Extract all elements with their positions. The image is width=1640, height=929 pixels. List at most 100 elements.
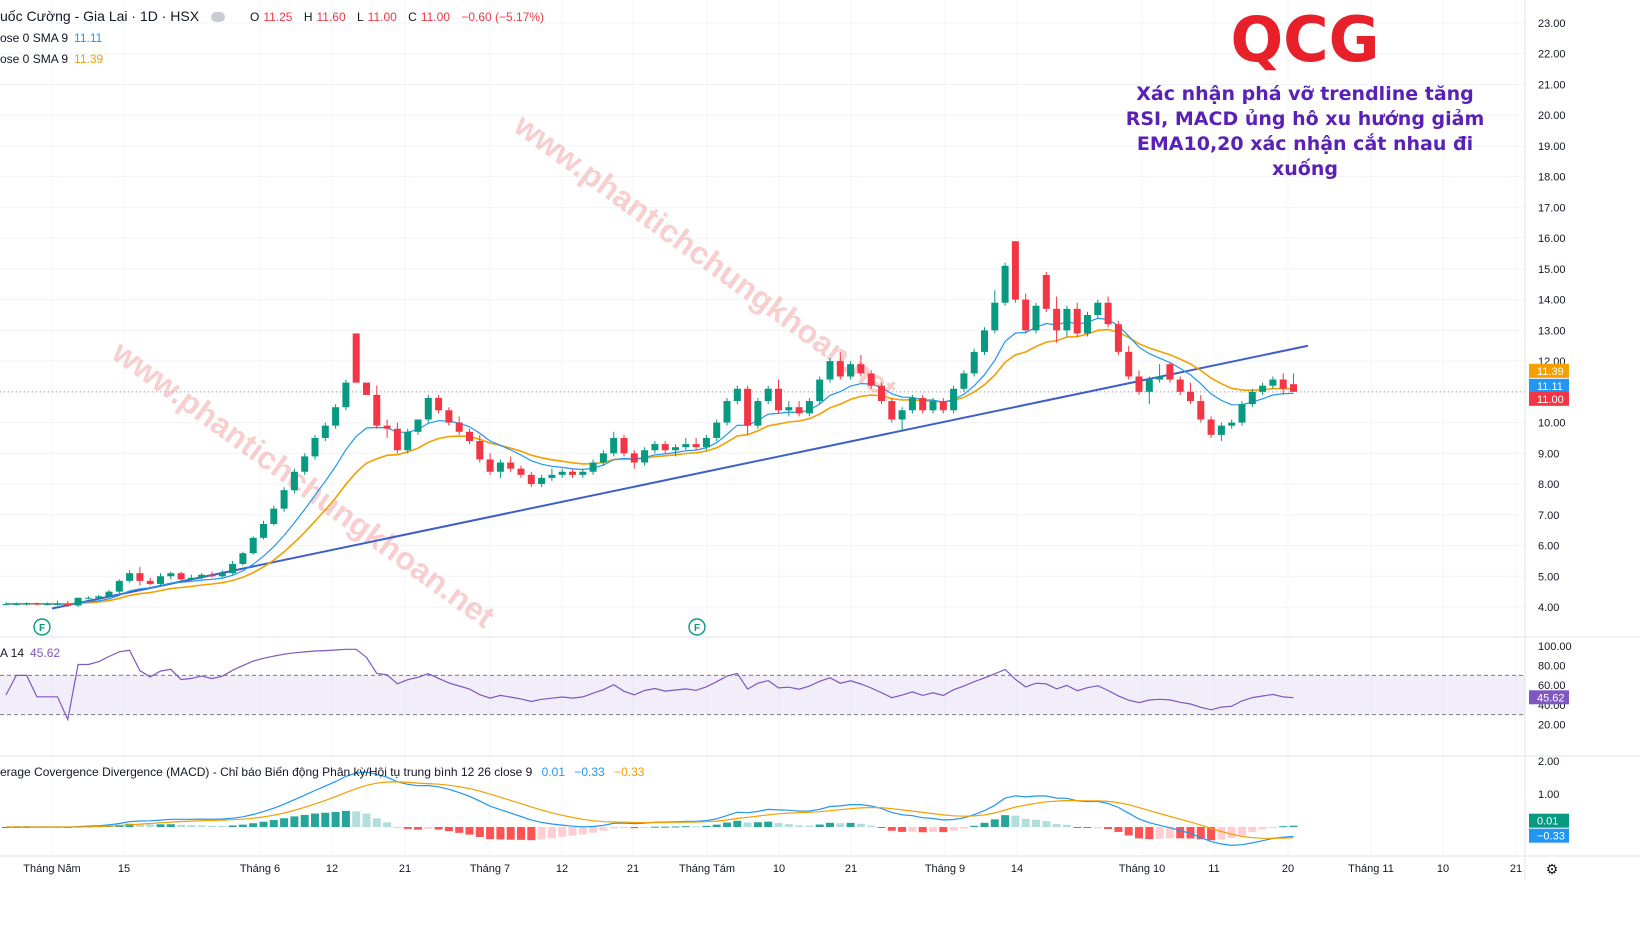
rsi-tick-label: 80.00 (1538, 661, 1566, 673)
sma-fast-legend[interactable]: ose 0 SMA 9 11.11 (0, 31, 102, 45)
symbol-title-text: uốc Cường - Gia Lai · 1D · HSX (0, 8, 200, 24)
candle (888, 401, 896, 420)
rsi-tick-label: 60.00 (1538, 680, 1566, 692)
time-tick-label: 12 (326, 863, 338, 875)
candle (805, 401, 813, 414)
macd-histogram-bar (1258, 827, 1267, 830)
candle (569, 471, 576, 475)
macd-histogram-bar (764, 821, 773, 827)
price-tick-label: 13.00 (1538, 325, 1566, 337)
price-tick-label: 15.00 (1538, 264, 1566, 276)
price-tick-label: 7.00 (1538, 510, 1559, 522)
candle (177, 573, 185, 580)
macd-histogram-bar (372, 818, 381, 827)
rsi-layer (5, 648, 1294, 722)
time-tick-label: 12 (556, 863, 568, 875)
candle (383, 425, 391, 429)
macd-tick-label: 1.00 (1538, 789, 1559, 801)
candle (435, 397, 443, 411)
macd-histogram-bar (383, 822, 392, 827)
candle (651, 444, 659, 451)
macd-histogram-bar (1042, 821, 1051, 827)
candle (43, 603, 51, 605)
candle (321, 425, 329, 438)
candle (1073, 308, 1081, 334)
candle (610, 437, 618, 454)
macd-histogram-bar (815, 824, 824, 827)
candle (74, 597, 82, 606)
macd-histogram-bar (1145, 827, 1154, 840)
macd-histogram-bar (259, 821, 268, 827)
price-tick-label: 4.00 (1538, 602, 1559, 614)
candle (826, 361, 834, 380)
macd-histogram-bar (1227, 827, 1236, 839)
macd-histogram-bar (898, 827, 907, 832)
macd-histogram-bar (537, 827, 546, 840)
event-badge (33, 618, 51, 636)
macd-histogram-bar (486, 827, 495, 840)
price-tick-label: 17.00 (1538, 202, 1566, 214)
ohlc-readout: O 11.25 H 11.60 L 11.00 C 11.00 −0.60 (−5.17… (250, 10, 548, 24)
price-tick-label: 8.00 (1538, 479, 1559, 491)
candle (702, 437, 710, 448)
candle (775, 388, 782, 411)
rsi-line (5, 648, 1294, 722)
candle (1094, 302, 1102, 315)
time-tick-label: 21 (627, 863, 639, 875)
rsi-legend[interactable]: A 14 45.62 (0, 646, 60, 660)
candle (54, 603, 61, 605)
candle (476, 441, 484, 460)
macd-legend[interactable]: erage Covergence Divergence (MACD) - Chỉ… (0, 765, 644, 779)
candle (466, 431, 473, 442)
macd-histogram-bar (1165, 827, 1174, 839)
price-tick-label: 6.00 (1538, 541, 1559, 553)
analysis-notes: Xác nhận phá vỡ trendline tăng RSI, MACD… (1110, 82, 1500, 182)
gear-icon[interactable]: ⚙ (1546, 861, 1559, 877)
time-tick-label: Tháng 10 (1119, 863, 1165, 875)
macd-histogram-bar (650, 826, 659, 828)
macd-histogram-bar (723, 822, 731, 827)
candle (754, 401, 762, 426)
macd-histogram-bar (517, 827, 525, 840)
macd-histogram-bar (908, 827, 917, 832)
analysis-note-1: Xác nhận phá vỡ trendline tăng (1136, 83, 1474, 105)
sma-slow-legend[interactable]: ose 0 SMA 9 11.39 (0, 52, 103, 66)
candle (836, 361, 844, 377)
candle (1125, 351, 1133, 377)
ticker-title: QCG (1230, 3, 1380, 76)
macd-histogram-bar (681, 826, 690, 828)
macd-histogram-bar (156, 824, 165, 827)
price-tick-label: 22.00 (1538, 49, 1566, 61)
open-value: O 11.25 (250, 10, 293, 24)
macd-histogram-bar (599, 827, 608, 831)
candle (816, 379, 824, 402)
macd-histogram-bar (1238, 827, 1246, 836)
macd-histogram-bar (630, 827, 639, 829)
macd-histogram-bar (1207, 827, 1216, 841)
candle (1011, 241, 1019, 300)
low-value: L 11.00 (356, 10, 397, 24)
macd-histogram-bar (959, 827, 968, 829)
macd-histogram-bar (1062, 824, 1071, 827)
macd-histogram-bar (887, 827, 896, 831)
macd-histogram-bar (135, 823, 144, 827)
candle (424, 397, 432, 420)
candle (342, 382, 350, 408)
candle (898, 410, 906, 420)
collapse-icon[interactable] (210, 12, 225, 23)
candle (579, 471, 587, 475)
price-badge-label: 11.11 (1537, 381, 1563, 393)
analysis-note-3: EMA10,20 xác nhận cắt nhau đi xuống (1136, 133, 1474, 180)
candle (373, 394, 381, 426)
price-badge-label: 0.01 (1537, 816, 1558, 828)
macd-histogram-bar (578, 827, 587, 835)
macd-histogram-bar (506, 827, 515, 840)
candle (239, 553, 247, 564)
macd-histogram-bar (661, 826, 670, 828)
macd-value: 0.01 (541, 765, 565, 779)
candle (455, 422, 463, 432)
macd-tick-label: 2.00 (1538, 756, 1559, 768)
macd-histogram-bar (177, 824, 186, 827)
macd-histogram-bar (733, 820, 742, 827)
